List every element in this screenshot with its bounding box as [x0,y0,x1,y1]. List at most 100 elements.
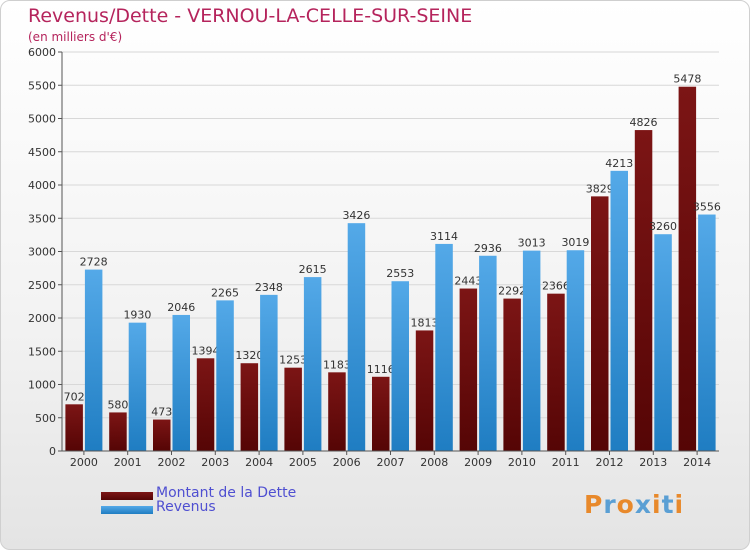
y-tick-label: 0 [49,445,56,458]
data-label-revenue: 2348 [255,281,283,294]
x-tick-label: 2011 [552,456,580,469]
data-label-debt: 2366 [542,280,570,293]
x-tick-label: 2002 [158,456,186,469]
data-label-debt: 1813 [411,316,439,329]
data-label-debt: 1394 [192,344,220,357]
bar-debt [591,196,609,451]
y-tick-label: 2500 [28,279,56,292]
bar-debt [678,86,697,451]
bar-revenue [260,294,278,451]
data-label-revenue: 2936 [474,242,502,255]
data-label-debt: 4826 [630,116,658,129]
data-label-debt: 473 [151,406,172,419]
bar-debt [459,288,478,451]
y-tick-label: 4500 [28,146,56,159]
chart-subtitle: (en milliers d'€) [28,30,123,44]
chart-title: Revenus/Dette - VERNOU-LA-CELLE-SUR-SEIN… [28,5,473,27]
y-tick-label: 6000 [28,46,56,59]
legend-label-revenue: Revenus [156,499,216,515]
x-tick-label: 2007 [377,456,405,469]
bar-debt [65,404,83,451]
data-label-revenue: 3013 [518,237,546,250]
data-label-revenue: 3556 [693,201,721,214]
data-label-revenue: 3426 [342,209,370,222]
bar-debt [547,293,565,451]
bar-revenue [216,300,234,451]
y-tick-label: 500 [35,412,56,425]
data-label-debt: 580 [107,398,128,411]
data-label-revenue: 4213 [605,157,633,170]
bar-revenue [172,314,190,451]
y-tick-label: 3500 [28,212,56,225]
data-label-revenue: 2553 [386,267,414,280]
y-tick-label: 1000 [28,379,56,392]
bar-debt [372,376,390,451]
y-tick-label: 5500 [28,79,56,92]
data-label-revenue: 3019 [561,236,589,249]
logo-letter: P [584,490,604,519]
x-tick-label: 2000 [70,456,98,469]
bar-debt [328,372,346,451]
data-label-debt: 1320 [235,349,263,362]
logo-letter: i [674,490,685,519]
x-tick-label: 2014 [683,456,711,469]
proxiti-logo: Proxiti [584,490,684,519]
bar-debt [503,298,521,451]
x-tick-label: 2009 [464,456,492,469]
bar-debt [284,367,302,451]
bar-debt [415,330,434,451]
bar-revenue [522,250,541,451]
x-tick-label: 2003 [201,456,229,469]
logo-letter: x [634,490,652,519]
y-tick-label: 1500 [28,345,56,358]
data-label-revenue: 3260 [649,220,677,233]
y-tick-label: 2000 [28,312,56,325]
data-label-debt: 3829 [586,182,614,195]
x-tick-label: 2012 [596,456,624,469]
y-tick-label: 4000 [28,179,56,192]
data-label-debt: 1116 [367,363,395,376]
data-label-revenue: 3114 [430,230,458,243]
legend-swatch-revenue [101,506,153,514]
bar-revenue [391,281,409,451]
bar-debt [153,419,171,451]
logo-letter: i [652,490,662,519]
legend-label-debt: Montant de la Dette [156,485,297,501]
logo-letter: o [616,490,635,519]
x-tick-label: 2005 [289,456,317,469]
bar-debt [196,358,215,451]
bar-revenue [435,243,453,451]
bar-revenue [128,322,147,451]
bar-revenue [566,250,585,451]
data-label-revenue: 2615 [299,263,327,276]
logo-letter: r [603,490,617,519]
bar-revenue [84,269,103,451]
data-label-revenue: 1930 [123,309,151,322]
data-label-debt: 1183 [323,358,351,371]
logo-letter: t [661,490,675,519]
x-tick-label: 2006 [333,456,361,469]
bar-debt [109,412,127,451]
data-label-revenue: 2265 [211,286,239,299]
legend-swatch-debt [101,492,153,500]
bar-revenue [479,255,497,451]
y-tick-label: 5000 [28,113,56,126]
data-label-debt: 2292 [498,285,526,298]
bar-debt [634,130,653,452]
data-label-revenue: 2728 [80,256,108,269]
bar-revenue [698,214,716,451]
data-label-debt: 702 [64,390,85,403]
bar-debt [240,363,259,451]
x-tick-label: 2004 [245,456,273,469]
data-label-debt: 5478 [673,73,701,86]
x-tick-label: 2010 [508,456,536,469]
data-label-debt: 1253 [279,354,307,367]
x-tick-label: 2008 [420,456,448,469]
data-label-debt: 2443 [454,275,482,288]
bar-revenue [610,170,628,451]
x-tick-label: 2013 [639,456,667,469]
data-label-revenue: 2046 [167,301,195,314]
x-tick-label: 2001 [114,456,142,469]
